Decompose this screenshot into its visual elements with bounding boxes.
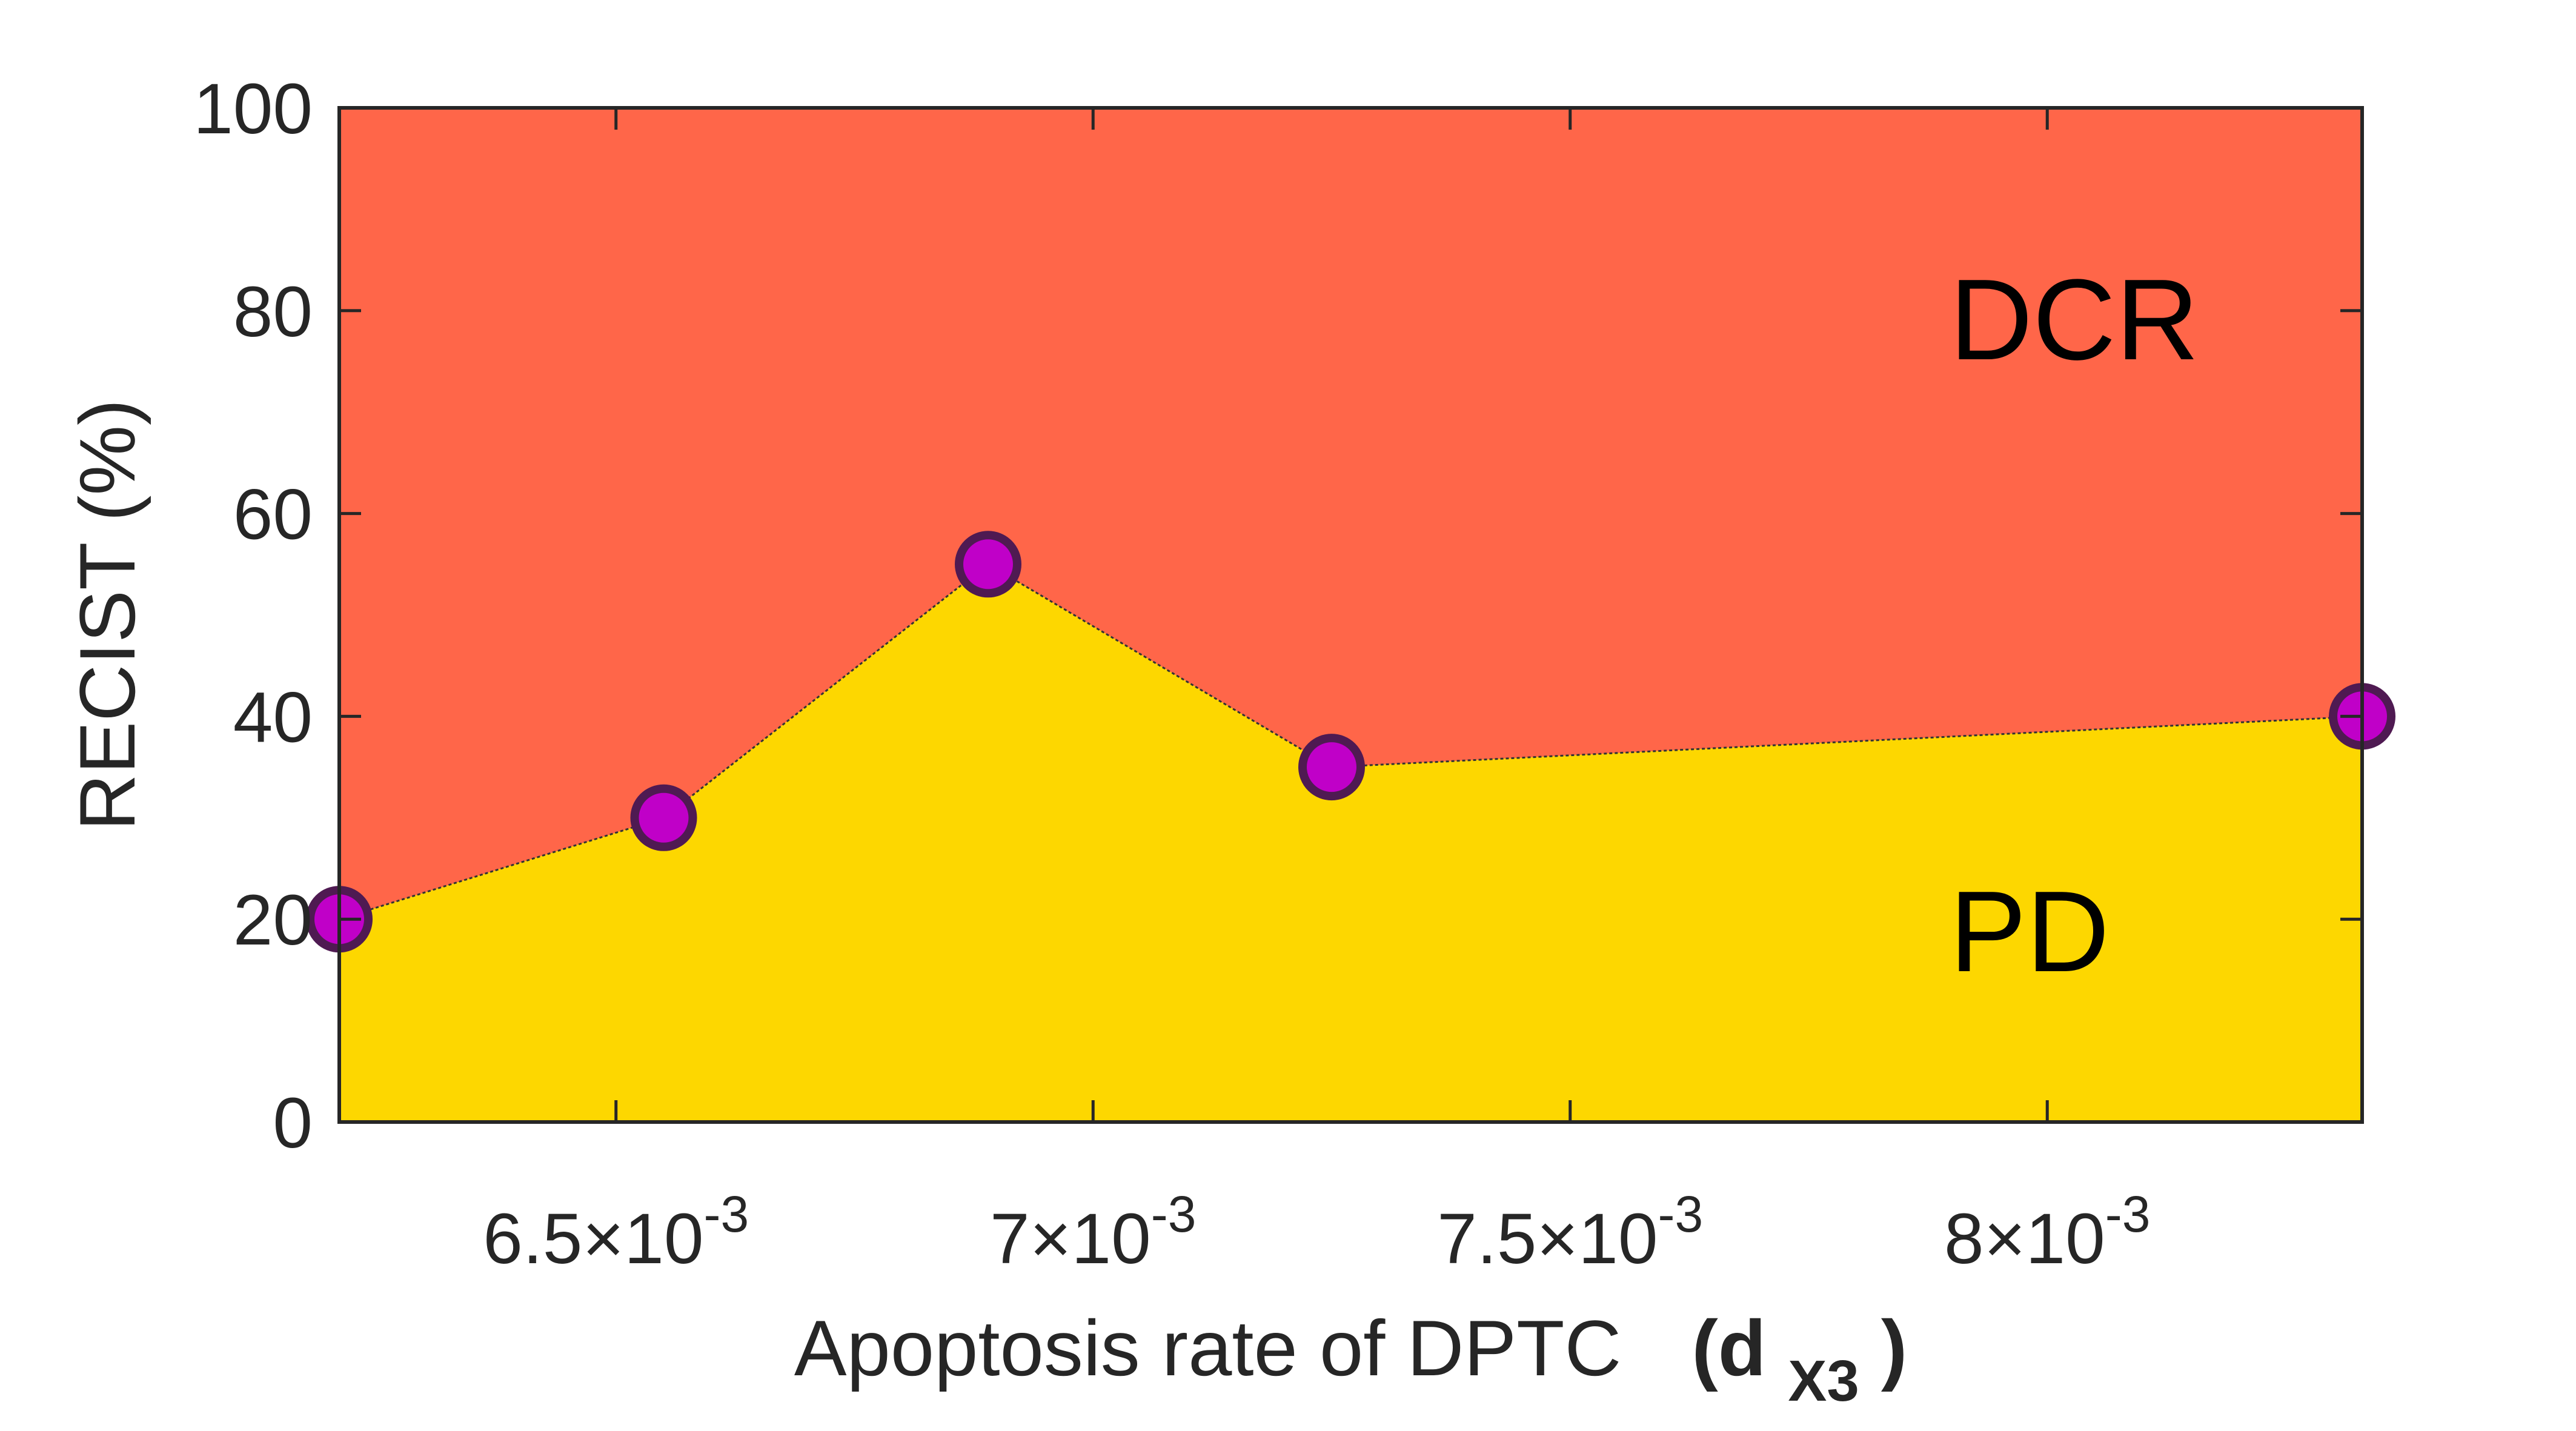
y-tick-label: 40 <box>233 677 313 757</box>
x-axis-label: Apoptosis rate of DPTC (d X3 ) <box>794 1304 1907 1418</box>
x-tick-exponent: -3 <box>1151 1186 1197 1243</box>
x-axis-label-symbol: (d <box>1692 1304 1767 1392</box>
x-axis-label-text: Apoptosis rate of DPTC <box>794 1304 1622 1392</box>
pd-boundary-line <box>339 563 2363 920</box>
y-tick-label: 100 <box>193 69 313 149</box>
x-tick-label: 6.5×10-3 <box>483 1186 749 1279</box>
data-point-marker <box>630 784 697 851</box>
pd-region-label: PD <box>1950 868 2110 996</box>
dcr-region-label: DCR <box>1950 256 2199 384</box>
y-tick-labels: 0 20 40 60 80 100 <box>193 69 313 1163</box>
y-tick-label: 60 <box>233 475 313 555</box>
x-tick-mantissa: 7×10 <box>990 1199 1151 1279</box>
x-tick-exponent: -3 <box>2105 1186 2151 1243</box>
x-axis-label-subscript: X3 <box>1788 1349 1859 1413</box>
data-point-marker <box>955 531 1021 598</box>
x-tick-mantissa: 6.5×10 <box>483 1199 703 1279</box>
x-tick-mantissa: 7.5×10 <box>1437 1199 1658 1279</box>
x-tick-mantissa: 8×10 <box>1944 1199 2105 1279</box>
axes-frame <box>337 106 2364 1124</box>
y-tick-label: 20 <box>233 880 313 960</box>
y-tick-label: 0 <box>273 1083 313 1163</box>
x-tick-labels: 6.5×10-3 7×10-3 7.5×10-3 8×10-3 <box>483 1186 2150 1279</box>
y-tick-label: 80 <box>233 272 313 352</box>
x-tick-exponent: -3 <box>704 1186 749 1243</box>
x-tick-label: 8×10-3 <box>1944 1186 2151 1279</box>
x-tick-label: 7.5×10-3 <box>1437 1186 1703 1279</box>
x-tick-exponent: -3 <box>1658 1186 1704 1243</box>
pd-region <box>339 564 2362 1122</box>
y-axis-label: RECIST (%) <box>63 399 151 831</box>
data-point-marker <box>1298 734 1365 801</box>
plot-area <box>306 106 2395 1124</box>
x-tick-label: 7×10-3 <box>990 1186 1197 1279</box>
x-axis-label-close: ) <box>1881 1304 1907 1392</box>
data-markers <box>306 531 2395 953</box>
